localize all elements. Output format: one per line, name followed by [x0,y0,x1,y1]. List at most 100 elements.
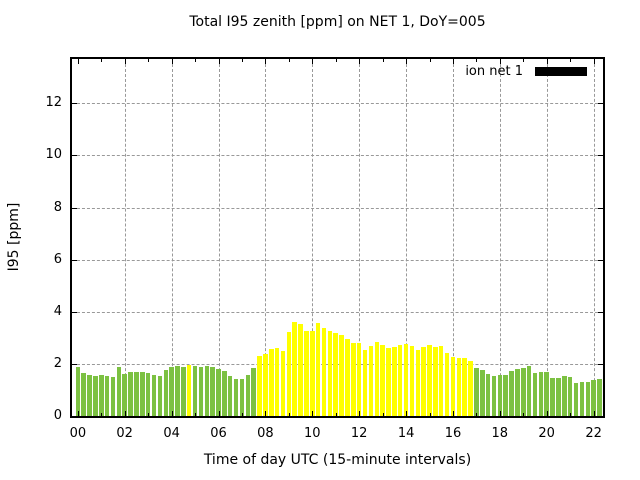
bar-18:15 [503,375,508,416]
bar-09:30 [298,323,303,416]
bar-04:00 [169,366,174,416]
x-tick-22 [593,411,595,416]
x-tick-14 [406,59,408,64]
bar-21:45 [585,381,591,416]
bar-08:15 [269,349,274,416]
bar-14:15 [409,346,415,416]
bar-16:00 [450,357,456,416]
bar-00:30 [87,375,92,416]
x-tick-5 [195,413,197,416]
x-tick-8 [265,59,267,64]
bar-12:45 [374,342,380,416]
bar-10:15 [315,323,321,416]
bar-18:30 [509,370,514,416]
x-tick-14 [406,411,408,416]
gridline-y-4 [72,311,603,313]
bar-12:15 [362,349,368,416]
x-tick-1 [101,413,103,416]
x-tick-label-12: 12 [350,426,368,441]
x-tick-7 [242,59,243,62]
bar-13:30 [392,347,397,416]
x-tick-17 [476,59,478,62]
bar-17:30 [485,374,491,416]
bar-13:15 [386,348,391,416]
bar-08:45 [280,350,286,416]
y-tick-2 [72,363,77,365]
gridline-hour-20 [546,59,548,416]
bar-21:30 [579,381,585,416]
bar-14:45 [421,347,426,416]
bar-17:00 [474,367,479,416]
bar-20:15 [550,377,555,416]
y-tick-12 [72,103,77,105]
x-tick-9 [288,413,290,416]
x-tick-21 [570,59,572,62]
x-tick-13 [382,59,384,62]
bar-16:45 [468,360,473,416]
x-tick-5 [195,59,197,62]
y-tick-8 [72,207,77,209]
y-tick-6 [598,259,603,261]
y-tick-label-0: 0 [53,408,62,423]
plot-area: ion net 1 [70,57,605,418]
x-tick-label-16: 16 [444,426,462,441]
bar-03:30 [157,376,163,416]
x-tick-4 [171,411,173,416]
legend: ion net 1 [465,64,587,79]
x-tick-22 [593,59,595,64]
x-tick-16 [453,59,454,64]
bar-19:45 [538,372,544,416]
bar-21:00 [567,377,573,416]
bar-07:30 [251,367,256,416]
bar-03:15 [151,375,157,416]
x-tick-19 [523,413,525,416]
bar-08:00 [263,353,268,416]
bar-17:45 [491,375,497,416]
bar-14:30 [415,350,421,416]
x-tick-label-18: 18 [491,426,509,441]
bar-07:45 [257,356,262,416]
x-tick-3 [148,59,150,62]
bar-09:00 [286,331,292,416]
x-tick-18 [499,59,501,64]
bar-02:45 [140,371,145,416]
x-tick-20 [546,411,548,416]
bar-05:00 [192,365,198,416]
x-tick-6 [218,59,220,64]
x-tick-label-14: 14 [397,426,415,441]
bar-15:30 [438,346,444,416]
x-tick-18 [499,411,501,416]
x-tick-8 [265,411,267,416]
gridline-hour-18 [499,59,501,416]
bar-10:30 [321,327,327,416]
y-tick-6 [72,259,77,261]
x-tick-16 [453,411,454,416]
bar-11:45 [351,343,356,416]
x-tick-label-22: 22 [585,426,602,441]
bar-19:15 [526,365,532,416]
bar-02:30 [134,371,139,416]
y-tick-label-6: 6 [53,251,62,267]
bar-00:00 [75,367,81,416]
gridline-hour-10 [312,59,314,416]
y-tick-label-4: 4 [53,303,62,319]
bar-20:45 [562,376,567,416]
gridline-y-10 [72,155,603,157]
y-tick-8 [598,207,603,209]
bar-16:30 [462,358,467,416]
bar-01:00 [99,374,104,416]
x-tick-15 [429,59,431,62]
x-tick-19 [523,59,525,62]
bar-08:30 [274,348,280,416]
gridline-hour-22 [593,59,595,416]
x-tick-13 [382,413,384,416]
bar-04:45 [186,364,192,416]
bar-09:15 [292,321,297,416]
bar-20:00 [544,372,549,416]
legend-swatch [535,67,587,76]
x-tick-17 [476,413,478,416]
legend-label: ion net 1 [465,64,523,79]
x-tick-20 [546,59,548,64]
gridline-hour-4 [171,59,173,416]
bar-21:15 [573,382,579,416]
